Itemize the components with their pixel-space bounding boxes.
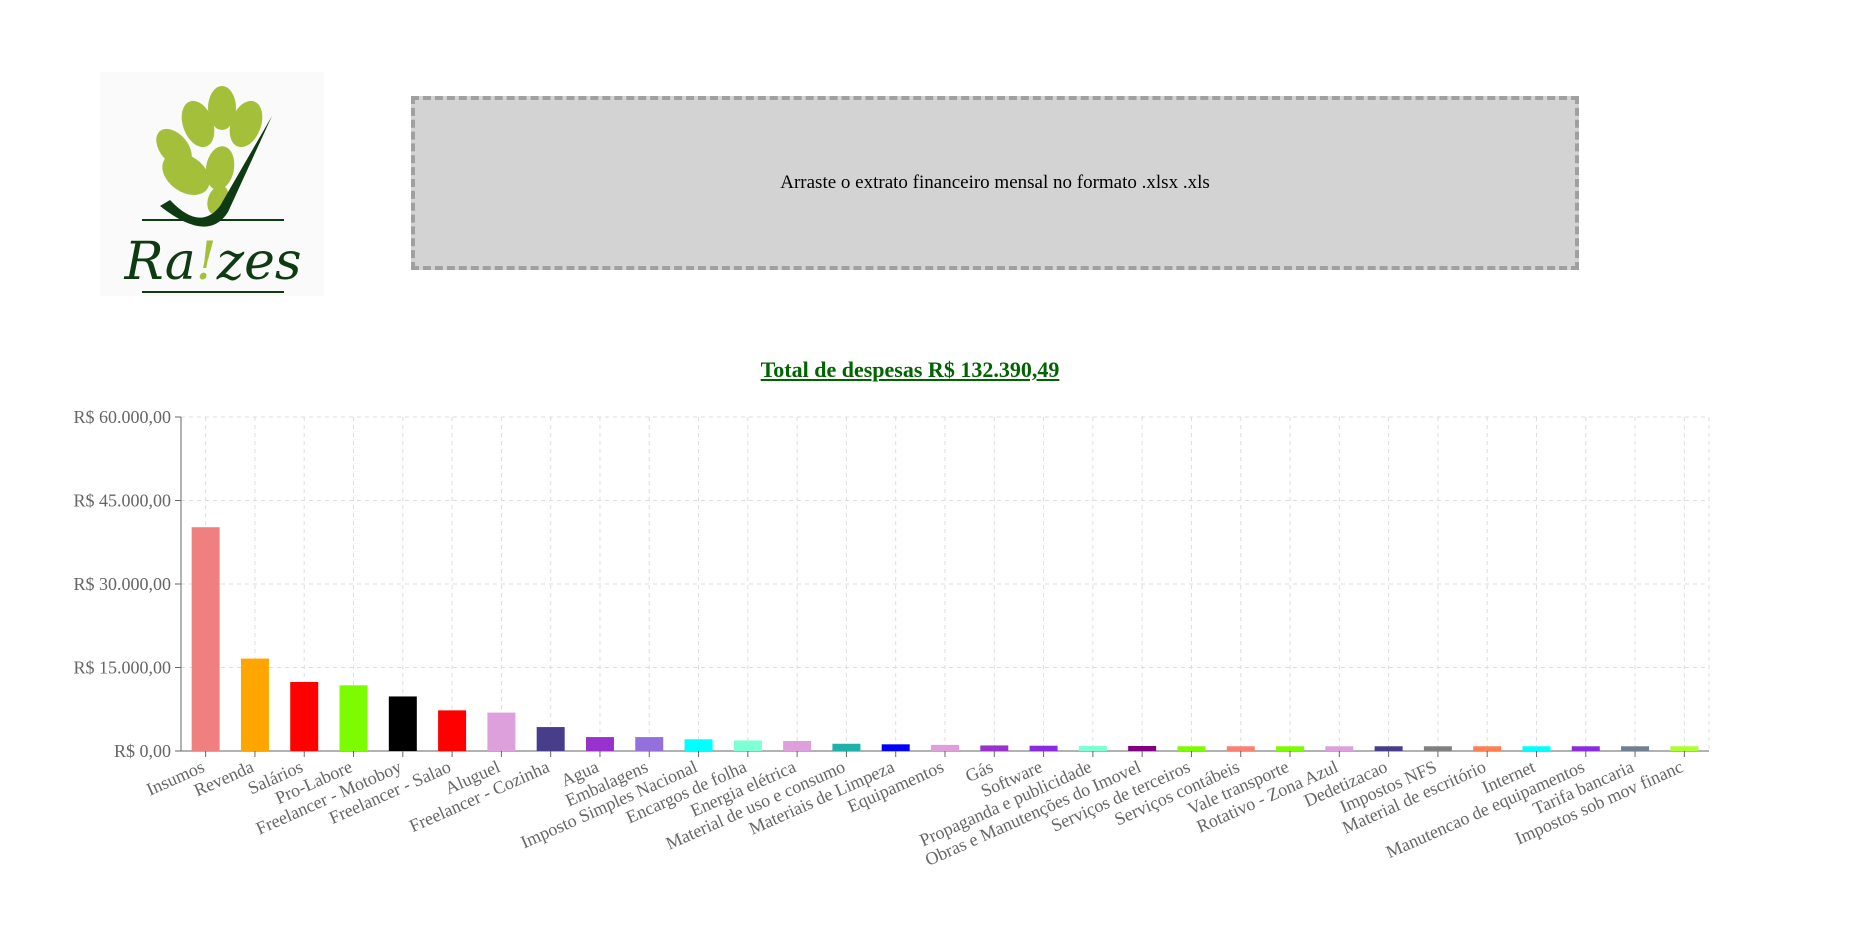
- logo-text-mark: !: [196, 232, 217, 292]
- logo-leaves: [156, 86, 263, 215]
- bar-17: [980, 745, 1009, 751]
- logo-text-right: zes: [216, 232, 302, 292]
- y-tick-label: R$ 45.000,00: [73, 491, 171, 511]
- bar-15: [881, 744, 910, 751]
- bar-19: [1078, 745, 1107, 751]
- raizes-logo: Ra!zes: [100, 72, 324, 296]
- bar-10: [635, 737, 664, 751]
- bar-31: [1670, 746, 1699, 751]
- logo-graphic: Ra!zes: [123, 86, 302, 293]
- dropzone-label: Arraste o extrato financeiro mensal no f…: [780, 172, 1210, 193]
- bar-22: [1226, 746, 1255, 751]
- bar-29: [1571, 746, 1600, 751]
- bar-20: [1128, 745, 1157, 751]
- bar-23: [1276, 746, 1305, 751]
- bar-28: [1522, 746, 1551, 751]
- bar-12: [733, 740, 762, 751]
- file-dropzone[interactable]: Arraste o extrato financeiro mensal no f…: [411, 96, 1579, 270]
- bar-6: [438, 710, 467, 751]
- bar-25: [1374, 746, 1403, 751]
- y-tick-label: R$ 15.000,00: [73, 658, 171, 678]
- bar-8: [536, 727, 565, 751]
- logo-text-left: Ra: [123, 232, 195, 292]
- bar-1: [191, 527, 220, 751]
- bar-3: [290, 681, 319, 751]
- bar-26: [1423, 746, 1452, 751]
- total-expenses-title: Total de despesas R$ 132.390,49: [760, 357, 1060, 382]
- bar-24: [1325, 746, 1354, 751]
- y-tick-label: R$ 0,00: [114, 741, 171, 761]
- bar-5: [388, 696, 417, 751]
- bar-21: [1177, 746, 1206, 751]
- bar-9: [585, 737, 614, 751]
- bar-2: [240, 658, 269, 751]
- svg-text:Ra!zes: Ra!zes: [123, 232, 301, 292]
- bar-7: [487, 712, 516, 751]
- y-tick-label: R$ 60.000,00: [73, 407, 171, 427]
- bar-13: [783, 740, 812, 751]
- bar-14: [832, 743, 861, 751]
- bar-4: [339, 685, 368, 751]
- y-tick-label: R$ 30.000,00: [73, 574, 171, 594]
- bar-30: [1621, 746, 1650, 751]
- expenses-bar-chart: R$ 0,00 R$ 15.000,00 R$ 30.000,00 R$ 45.000…: [73, 407, 1710, 870]
- expenses-chart: R$ 0,00 R$ 15.000,00 R$ 30.000,00 R$ 45.000…: [0, 400, 1868, 920]
- bar-16: [931, 744, 959, 751]
- bar-11: [684, 739, 713, 751]
- bar-18: [1029, 745, 1058, 751]
- bar-27: [1473, 746, 1502, 751]
